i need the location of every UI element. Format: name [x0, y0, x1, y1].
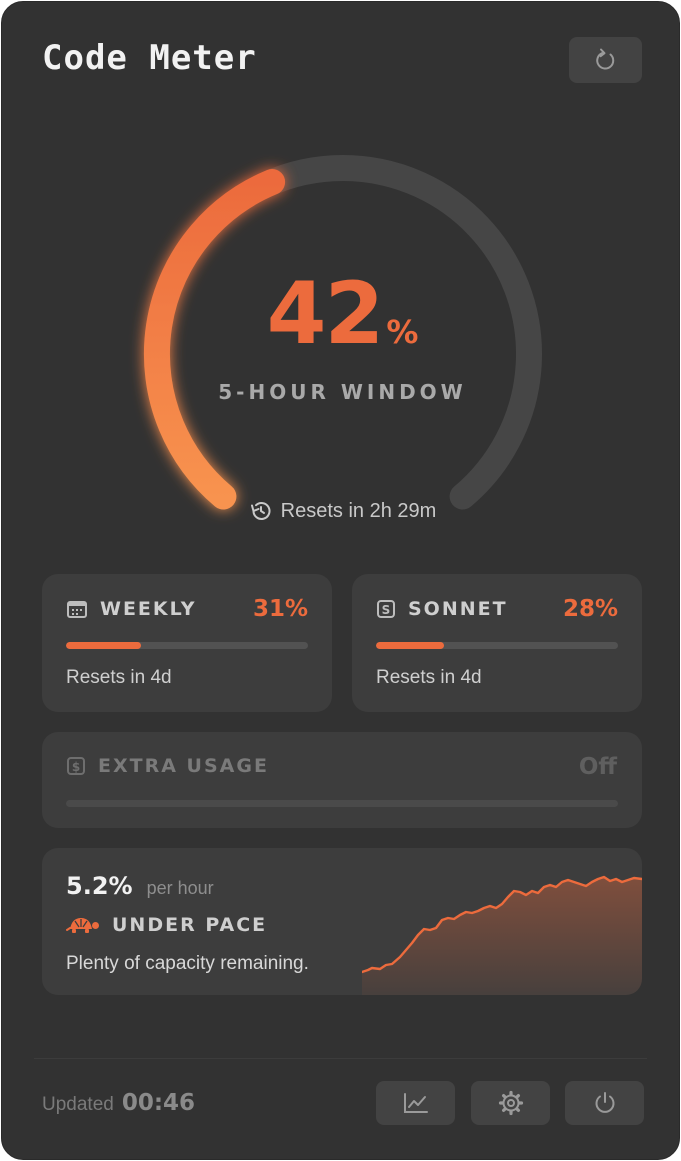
updated-status: Updated 00:46: [42, 1090, 195, 1116]
weekly-reset-text: Resets in 4d: [66, 667, 172, 688]
gauge-fill: [143, 169, 286, 510]
sonnet-progress-bar: [376, 642, 618, 649]
gauge-percent-value: 42: [266, 264, 385, 364]
sonnet-reset-text: Resets in 4d: [376, 667, 482, 688]
power-button[interactable]: [565, 1081, 644, 1125]
app-title: Code Meter: [42, 38, 257, 78]
pace-note: Plenty of capacity remaining.: [66, 953, 309, 974]
settings-button[interactable]: [471, 1081, 550, 1125]
pace-status: UNDER PACE: [112, 914, 268, 936]
refresh-icon: [595, 48, 614, 70]
rate-value: 5.2%: [66, 872, 133, 900]
s-badge-icon: S: [377, 600, 395, 618]
gauge-window-label: 5-HOUR WINDOW: [218, 380, 467, 404]
pace-card: 5.2% per hour UNDER PACE Plenty of capac…: [42, 848, 642, 995]
chart-icon: [403, 1093, 428, 1113]
sonnet-percent: 28%: [562, 596, 618, 622]
gauge-percent: 42%: [2, 264, 679, 364]
sonnet-progress-fill: [376, 642, 444, 649]
extra-usage-status: Off: [578, 754, 617, 780]
weekly-progress-bar: [66, 642, 308, 649]
extra-usage-label: EXTRA USAGE: [98, 755, 269, 777]
dollar-icon: $: [67, 757, 85, 775]
extra-usage-bar: [66, 800, 618, 807]
calendar-icon: [67, 601, 87, 618]
extra-usage-card[interactable]: $ EXTRA USAGE Off: [42, 732, 642, 828]
gauge-reset: Resets in 2h 29m: [2, 499, 679, 523]
weekly-progress-fill: [66, 642, 142, 649]
chart-button[interactable]: [376, 1081, 455, 1125]
weekly-card: WEEKLY 31% Resets in 4d: [42, 574, 332, 712]
gear-icon: [498, 1090, 523, 1116]
svg-text:S: S: [382, 603, 391, 617]
usage-sparkline: [362, 875, 642, 995]
svg-text:$: $: [72, 760, 80, 774]
sonnet-label: SONNET: [408, 598, 508, 620]
turtle-icon: [66, 918, 99, 933]
sonnet-card: S SONNET 28% Resets in 4d: [352, 574, 642, 712]
weekly-label: WEEKLY: [100, 598, 197, 620]
updated-time: 00:46: [121, 1090, 196, 1116]
updated-label: Updated: [42, 1094, 114, 1115]
rate: 5.2% per hour: [66, 872, 214, 900]
sparkline-area: [362, 877, 642, 995]
rate-unit: per hour: [146, 878, 214, 898]
refresh-button[interactable]: [569, 37, 642, 83]
gauge-percent-unit: %: [386, 313, 419, 351]
power-icon: [595, 1092, 614, 1113]
weekly-percent: 31%: [252, 596, 308, 622]
history-icon: [250, 502, 271, 520]
footer-divider: [34, 1058, 647, 1059]
usage-gauge: [143, 155, 542, 510]
gauge-reset-text: Resets in 2h 29m: [280, 499, 437, 522]
sparkline-line: [362, 875, 642, 974]
